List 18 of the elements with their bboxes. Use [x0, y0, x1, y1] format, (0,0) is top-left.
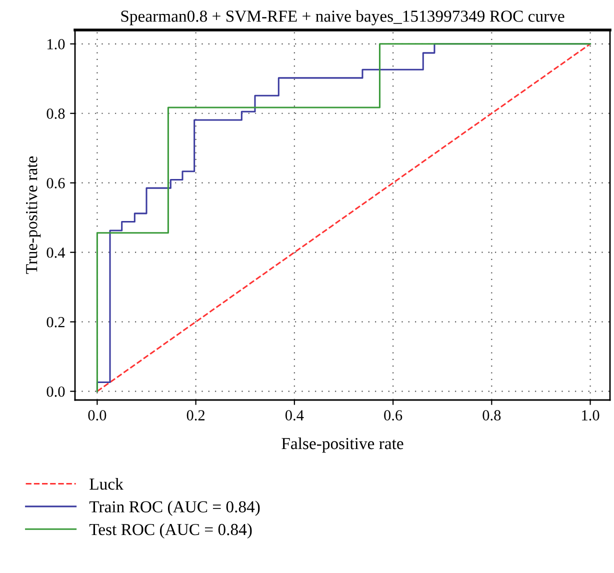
y-tick-label: 0.6	[46, 178, 65, 188]
y-tick-label: 0.8	[46, 108, 65, 119]
chart-title: Spearman0.8 + SVM-RFE + naive bayes_1513997349 ROC curve	[121, 10, 564, 26]
y-tick-label: 0.0	[46, 386, 65, 397]
legend-label: Test ROC (AUC = 0.84)	[89, 523, 252, 539]
y-tick-label: 1.0	[48, 39, 65, 50]
x-tick-label: 0.6	[384, 410, 402, 421]
legend-label: Luck	[90, 478, 124, 490]
x-tick-label: 0.8	[482, 410, 501, 421]
legend-label: Train ROC (AUC = 0.84)	[89, 500, 260, 516]
x-axis-title: False-positive rate	[282, 437, 404, 453]
x-tick-label: 0.4	[285, 410, 304, 421]
x-tick-label: 0.2	[186, 410, 205, 421]
y-tick-label: 0.2	[46, 316, 64, 328]
x-tick-label: 1.0	[582, 410, 600, 421]
y-axis-title: True-positive rate	[26, 156, 41, 274]
y-tick-label: 0.4	[46, 247, 66, 258]
x-tick-label: 0.0	[88, 410, 106, 421]
